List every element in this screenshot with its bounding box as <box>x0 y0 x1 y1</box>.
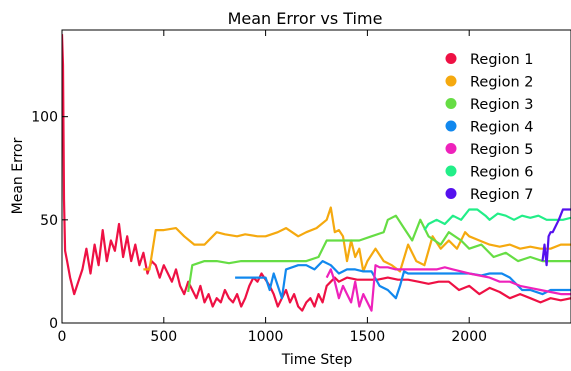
legend-label: Region 1 <box>470 52 533 68</box>
legend-marker <box>446 188 457 199</box>
y-axis-label: Mean Error <box>10 137 26 214</box>
legend-marker <box>446 143 457 154</box>
tick-layer: 0 500 1000 1500 2000 0 50 100 <box>31 30 487 345</box>
legend-label: Region 4 <box>470 120 533 136</box>
legend-label: Region 3 <box>470 97 533 113</box>
y-tick-label: 0 <box>49 316 58 332</box>
legend-label: Region 5 <box>470 142 533 158</box>
x-tick-label: 1500 <box>350 329 386 345</box>
legend-marker <box>446 98 457 109</box>
y-tick-label: 100 <box>31 110 58 126</box>
series-line-region-6 <box>424 210 571 231</box>
legend-label: Region 6 <box>470 165 533 181</box>
y-tick-label: 50 <box>40 213 58 229</box>
x-tick-label: 2000 <box>451 329 487 345</box>
legend-marker <box>446 53 457 64</box>
legend-marker <box>446 76 457 87</box>
legend-label: Region 7 <box>470 187 533 203</box>
x-tick-label: 0 <box>58 329 67 345</box>
x-tick-label: 500 <box>150 329 177 345</box>
x-axis-label: Time Step <box>281 352 353 367</box>
legend-marker <box>446 166 457 177</box>
legend-marker <box>446 121 457 132</box>
chart-title: Mean Error vs Time <box>228 9 383 28</box>
x-tick-label: 1000 <box>248 329 284 345</box>
legend: Region 1 Region 2 Region 3 Region 4 Region 5… <box>446 52 534 203</box>
legend-label: Region 2 <box>470 75 533 91</box>
